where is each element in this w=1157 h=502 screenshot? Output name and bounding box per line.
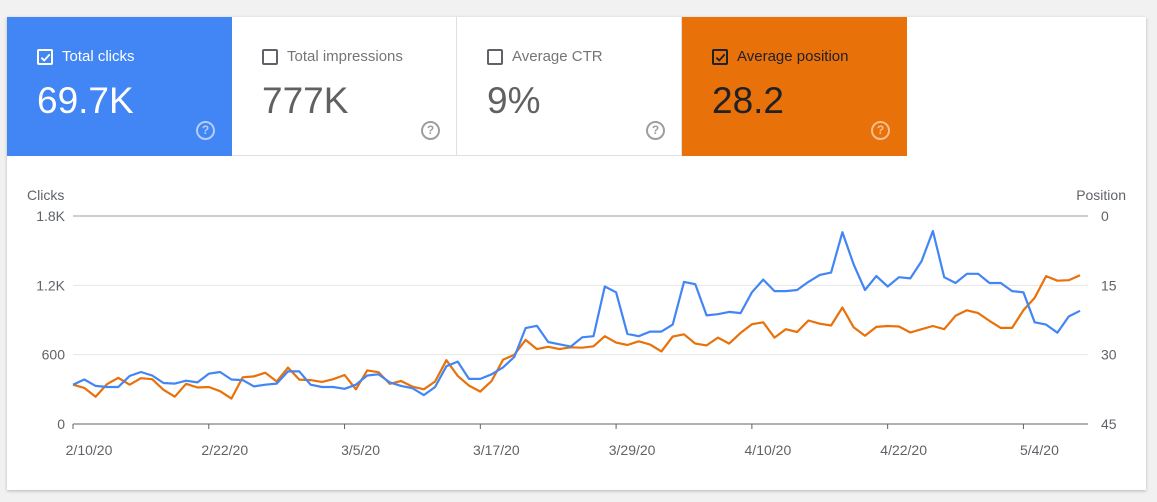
help-icon[interactable]: ?: [421, 121, 440, 140]
metric-tabs: Total clicks 69.7K ? Total impressions 7…: [7, 17, 907, 156]
left-tick-label: 1.2K: [36, 277, 65, 293]
x-tick-label: 4/10/20: [745, 442, 792, 458]
metric-label: Average CTR: [512, 48, 603, 65]
grid: [73, 215, 1088, 425]
help-icon[interactable]: ?: [196, 121, 215, 140]
right-tick-label: 15: [1101, 277, 1117, 293]
clicks-series-line: [72, 229, 1081, 397]
left-tick-label: 0: [57, 416, 65, 432]
metric-value: 9%: [487, 80, 541, 121]
checkbox-checked-icon[interactable]: [37, 49, 53, 65]
left-tick-label: 1.8K: [36, 208, 65, 224]
checkbox-checked-icon[interactable]: [712, 49, 728, 65]
right-axis-title: Position: [1076, 187, 1126, 203]
right-tick-label: 30: [1101, 347, 1117, 363]
x-tick-label: 3/29/20: [609, 442, 656, 458]
metric-label: Total impressions: [287, 48, 403, 65]
left-axis-title: Clicks: [27, 187, 64, 203]
right-axis-ticks: 0 15 30 45: [1101, 208, 1117, 432]
metric-value: 69.7K: [37, 80, 134, 121]
metric-total-clicks[interactable]: Total clicks 69.7K ?: [7, 17, 232, 156]
metric-label: Total clicks: [62, 48, 135, 65]
checkbox-unchecked-icon[interactable]: [487, 49, 503, 65]
series-lines: [72, 229, 1081, 400]
metric-value: 777K: [262, 80, 349, 121]
x-tick-label: 2/22/20: [201, 442, 248, 458]
x-axis-ticks: 2/10/20 2/22/20 3/5/20 3/17/20 3/29/20 4/10/2…: [66, 424, 1059, 458]
metric-value: 28.2: [712, 80, 785, 121]
x-tick-label: 5/4/20: [1020, 442, 1059, 458]
x-tick-label: 2/10/20: [66, 442, 113, 458]
metric-average-ctr[interactable]: Average CTR 9% ?: [457, 17, 682, 156]
x-tick-label: 4/22/20: [880, 442, 927, 458]
x-tick-label: 3/17/20: [473, 442, 520, 458]
metric-total-impressions[interactable]: Total impressions 777K ?: [232, 17, 457, 156]
metric-average-position[interactable]: Average position 28.2 ?: [682, 17, 907, 156]
right-tick-label: 0: [1101, 208, 1109, 224]
help-icon[interactable]: ?: [646, 121, 665, 140]
performance-chart: Clicks Position 1.8K 1.2K 600 0 0 15 30 45 2/1…: [27, 187, 1126, 458]
checkbox-unchecked-icon[interactable]: [262, 49, 278, 65]
x-tick-label: 3/5/20: [341, 442, 380, 458]
right-tick-label: 45: [1101, 416, 1117, 432]
position-series-line: [72, 274, 1081, 400]
left-tick-label: 600: [42, 347, 66, 363]
metric-label: Average position: [737, 48, 849, 65]
help-icon[interactable]: ?: [871, 121, 890, 140]
performance-card: Total clicks 69.7K ? Total impressions 7…: [7, 17, 1146, 490]
left-axis-ticks: 1.8K 1.2K 600 0: [36, 208, 65, 432]
